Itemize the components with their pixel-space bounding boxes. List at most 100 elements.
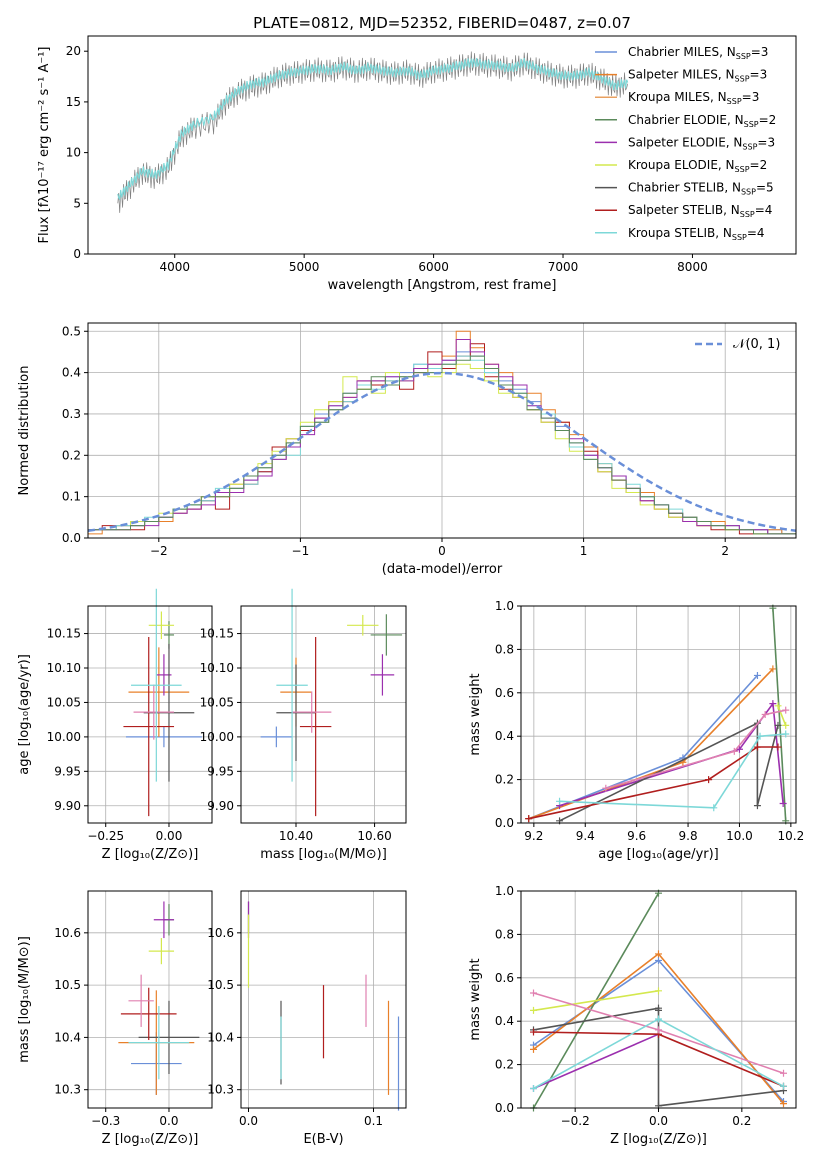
mass-weight-line-5 xyxy=(533,1007,784,1107)
y-tick-label: 15 xyxy=(66,95,81,109)
plot-area: Chabrier MILES, NSSP=3 Salpeter MILES, NS… xyxy=(117,45,776,242)
normal-curve xyxy=(87,371,797,533)
axes: 0.0 0.1 10.3 10.4 10.5 10.6 E(B-V) xyxy=(207,890,407,1147)
y-axis-label: mass weight xyxy=(468,958,483,1040)
y-tick-label: 10.4 xyxy=(54,1030,81,1044)
data-marker xyxy=(761,711,769,718)
y-tick-label: 9.95 xyxy=(207,764,234,778)
x-axis-label: Z [log₁₀(Z/Z⊙)] xyxy=(102,847,199,862)
x-axis-label: age [log₁₀(age/yr)] xyxy=(598,847,719,862)
x-tick-label: 0.00 xyxy=(156,829,183,843)
axes: −0.25 0.00 9.90 9.95 10.00 10.05 10.10 10.15 Z [… xyxy=(17,605,213,862)
figure-title: PLATE=0812, MJD=52352, FIBERID=0487, z=0… xyxy=(253,14,631,32)
plot-area: 𝒩(0, 1) xyxy=(87,330,797,538)
axes-frame xyxy=(87,35,797,255)
errorbar-point-2 xyxy=(370,614,403,656)
data-marker xyxy=(780,1100,787,1108)
mass-vs-ebv-panel: 0.0 0.1 10.3 10.4 10.5 10.6 E(B-V) xyxy=(207,890,407,1147)
y-tick-label: 9.90 xyxy=(207,799,234,813)
x-axis-label: wavelength [Angstrom, rest frame] xyxy=(328,278,557,293)
y-tick-label: 0.0 xyxy=(495,816,514,830)
y-tick-label: 0.4 xyxy=(495,729,514,743)
errorbar-point-3 xyxy=(153,901,175,939)
mass-weight-line-6 xyxy=(528,746,778,820)
legend: 𝒩(0, 1) xyxy=(695,337,780,352)
data-marker xyxy=(782,721,790,729)
y-tick-label: 0.3 xyxy=(62,407,81,421)
data-marker xyxy=(710,804,718,812)
data-marker xyxy=(602,784,610,792)
mass-weight-line-4 xyxy=(533,990,659,1012)
x-tick-label: 9.2 xyxy=(524,829,543,843)
errorbar-point-8 xyxy=(131,588,182,782)
plot-area xyxy=(525,604,790,825)
mass-weight-line-3 xyxy=(559,701,784,807)
x-tick-label: 0.0 xyxy=(239,1114,258,1128)
mass-weight-line-8 xyxy=(559,733,786,809)
y-axis-label: mass weight xyxy=(468,673,483,755)
axes: −0.3 0.0 10.3 10.4 10.5 10.6 Z [log₁₀(Z/Z⊙)] ma… xyxy=(17,890,213,1147)
y-tick-label: 10.6 xyxy=(207,926,234,940)
axes: 4000 5000 6000 7000 8000 0 5 10 15 20 wavelength [… xyxy=(37,35,797,293)
x-tick-label: 6000 xyxy=(418,260,449,274)
errorbar-point-4 xyxy=(148,938,175,965)
x-tick-label: 10.0 xyxy=(726,829,753,843)
x-tick-label: 0.2 xyxy=(732,1114,751,1128)
x-tick-label: 1 xyxy=(580,544,588,558)
data-marker xyxy=(769,700,777,708)
plot-area xyxy=(247,901,400,1111)
x-tick-label: 4000 xyxy=(159,260,190,274)
errorbar-point-6 xyxy=(299,637,332,817)
data-marker xyxy=(556,797,564,805)
grid-lines xyxy=(88,891,212,1108)
legend-entry: Salpeter MILES, NSSP=3 xyxy=(628,68,767,84)
y-tick-label: 10 xyxy=(66,146,81,160)
data-marker xyxy=(780,1069,787,1077)
y-tick-label: 9.95 xyxy=(54,764,81,778)
data-marker xyxy=(705,776,713,784)
residual-histogram-panel: 𝒩(0, 1) −2 −1 0 1 2 0.0 0.1 0.2 0.3 0.4 0.5 (data-mo… xyxy=(17,322,797,577)
axes: −2 −1 0 1 2 0.0 0.1 0.2 0.3 0.4 0.5 (data-model)/er… xyxy=(17,322,797,577)
y-tick-label: 10.15 xyxy=(200,627,234,641)
y-tick-label: 0.5 xyxy=(62,324,81,338)
mass-weight-line-4 xyxy=(777,705,787,726)
y-tick-label: 9.90 xyxy=(54,799,81,813)
y-tick-label: 10.15 xyxy=(47,627,81,641)
y-tick-label: 20 xyxy=(66,44,81,58)
y-tick-label: 5 xyxy=(73,196,81,210)
axes-frame xyxy=(87,890,213,1109)
axes-frame xyxy=(520,605,797,824)
y-tick-label: 0.0 xyxy=(495,1101,514,1115)
y-tick-label: 10.3 xyxy=(54,1083,81,1097)
y-tick-label: 0.8 xyxy=(495,642,514,656)
data-marker xyxy=(655,1026,662,1034)
grid-lines xyxy=(241,606,406,823)
y-tick-label: 10.00 xyxy=(200,730,234,744)
x-tick-label: 9.4 xyxy=(576,829,595,843)
x-tick-label: −0.2 xyxy=(561,1114,590,1128)
mass-weight-line-2 xyxy=(772,608,787,821)
legend-entry: Chabrier STELIB, NSSP=5 xyxy=(628,181,774,197)
spectrum-lines xyxy=(117,51,629,213)
x-tick-label: −0.3 xyxy=(91,1114,120,1128)
errorbar-point-8 xyxy=(128,1006,190,1080)
data-marker xyxy=(780,1082,787,1090)
y-tick-label: 10.10 xyxy=(47,661,81,675)
data-marker xyxy=(530,1045,537,1053)
massweight-vs-z-panel: −0.2 0.0 0.2 0.0 0.2 0.4 0.6 0.8 1.0 Z [log₁₀(Z/Z… xyxy=(468,884,797,1147)
x-tick-label: 2 xyxy=(721,544,729,558)
y-tick-label: 0.2 xyxy=(495,1058,514,1072)
legend-entry: Salpeter STELIB, NSSP=4 xyxy=(628,203,772,219)
errorbar-point-5 xyxy=(276,664,316,761)
data-marker xyxy=(530,989,537,997)
legend-entry: 𝒩(0, 1) xyxy=(733,337,780,352)
errorbar-point-5 xyxy=(143,643,195,782)
axes: 9.2 9.4 9.6 9.8 10.0 10.2 0.0 0.2 0.4 0.6 0.8 1.0 ag… xyxy=(468,599,804,862)
data-marker xyxy=(753,802,761,810)
y-axis-label: age [log₁₀(age/yr)] xyxy=(17,654,32,775)
data-marker xyxy=(779,799,787,807)
data-marker xyxy=(782,730,790,738)
x-tick-label: 10.60 xyxy=(357,829,391,843)
y-tick-label: 0.8 xyxy=(495,927,514,941)
y-tick-label: 10.10 xyxy=(200,661,234,675)
